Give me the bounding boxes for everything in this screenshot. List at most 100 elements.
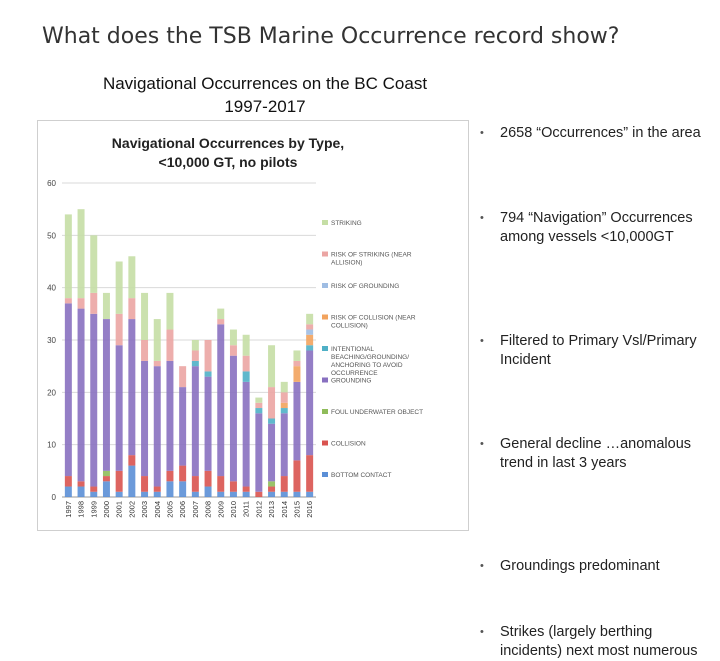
bar-segment	[306, 350, 314, 456]
bar-segment	[153, 319, 161, 361]
bullet-item: • 2658 “Occurrences” in the area	[480, 124, 716, 143]
bar-segment	[229, 491, 237, 497]
bar-segment	[90, 235, 98, 293]
bullet-dot-icon: •	[480, 438, 484, 450]
bar-segment	[306, 345, 314, 351]
bar-segment	[229, 345, 237, 356]
bar-segment	[242, 486, 250, 492]
bar-segment	[102, 292, 110, 320]
bar-segment	[255, 413, 263, 492]
legend-swatch	[322, 440, 328, 446]
bar-segment	[166, 360, 174, 471]
bullet-dot-icon: •	[480, 335, 484, 347]
bar-segment	[217, 491, 225, 497]
stacked-bar-chart: Navigational Occurrences by Type, <10,00…	[47, 135, 423, 518]
bullet-dot-icon: •	[480, 626, 484, 638]
bar-segment	[115, 313, 123, 346]
y-tick-label: 20	[47, 388, 56, 397]
legend-swatch	[322, 314, 328, 320]
bar-segment	[90, 491, 98, 497]
bar-segment	[280, 402, 288, 409]
bar-segment	[255, 402, 263, 409]
legend-label: RISK OF STRIKING (NEAR ALLISION)	[331, 252, 412, 267]
bar-segment	[191, 340, 199, 351]
chart-caption-line1: Navigational Occurrences on the BC Coast	[102, 74, 428, 93]
y-tick-label: 50	[47, 231, 56, 240]
bar-segment	[268, 345, 276, 388]
x-tick-label: 2004	[153, 501, 162, 518]
y-axis-ticks: 0 10 20 30 40 50 60	[47, 179, 56, 502]
bar-segment	[64, 303, 72, 477]
bar-segment	[64, 214, 72, 299]
slide-title: What does the TSB Marine Occurrence reco…	[42, 24, 620, 49]
bar-segment	[77, 209, 85, 299]
bar-segment	[128, 298, 136, 320]
bar-segment	[280, 392, 288, 403]
legend-label: GROUNDING	[331, 378, 371, 385]
legend-label: STRIKING	[331, 220, 362, 227]
bar-segment	[255, 397, 263, 403]
bullet-item: • General decline …anomalous trend in las…	[480, 435, 716, 473]
chart-container: Navigational Occurrences by Type, <10,00…	[37, 120, 469, 531]
bar-segment	[77, 308, 85, 482]
bar-segment	[242, 355, 250, 372]
bullet-dot-icon: •	[480, 212, 484, 224]
bar-segment	[141, 340, 149, 361]
bar-segment	[166, 481, 174, 497]
x-tick-label: 2009	[216, 501, 225, 518]
bar-segment	[204, 486, 212, 497]
bar-segment	[280, 381, 288, 393]
bar-segment	[179, 481, 187, 497]
bar-segment	[268, 486, 276, 492]
bar-segment	[77, 486, 85, 497]
bar-segment	[204, 470, 212, 487]
bar-segment	[115, 470, 123, 492]
x-tick-label: 2005	[165, 501, 174, 518]
bar-segment	[255, 408, 263, 414]
bar-segment	[217, 476, 225, 492]
bullet-item: • Strikes (largely berthing incidents) ne…	[480, 623, 716, 661]
legend-label: BOTTOM CONTACT	[331, 472, 391, 479]
bar-segment	[280, 491, 288, 497]
bar-segment	[90, 313, 98, 487]
bar-segment	[115, 261, 123, 314]
bar-segment	[141, 360, 149, 477]
bar-segment	[293, 381, 301, 461]
y-tick-label: 10	[47, 441, 56, 450]
x-tick-label: 2015	[292, 501, 301, 518]
bar-segment	[90, 292, 98, 314]
x-tick-label: 1999	[89, 501, 98, 518]
bar-segment	[77, 298, 85, 309]
x-tick-label: 2008	[204, 501, 213, 518]
bar-segment	[306, 455, 314, 492]
bar-segment	[191, 491, 199, 497]
legend-label: RISK OF COLLISION (NEAR COLLISION)	[331, 315, 416, 330]
bullet-text: 2658 “Occurrences” in the area	[500, 125, 701, 141]
legend-swatch	[322, 346, 328, 351]
bar-segment	[128, 256, 136, 299]
bar-segment	[77, 481, 85, 487]
bar-segment	[217, 308, 225, 320]
chart-title-line2: <10,000 GT, no pilots	[159, 154, 298, 170]
bar-segment	[64, 486, 72, 497]
y-tick-label: 40	[47, 284, 56, 293]
bar-segment	[306, 491, 314, 497]
x-tick-label: 2003	[140, 501, 149, 518]
bar-segment	[64, 476, 72, 487]
x-tick-label: 2016	[305, 501, 314, 518]
bar-segment	[293, 360, 301, 367]
legend-label: INTENTIONAL BEACHING/GROUNDING/ANCHORING …	[331, 346, 409, 377]
y-tick-label: 0	[52, 493, 57, 502]
bar-segment	[204, 376, 212, 471]
bars	[64, 209, 314, 497]
bar-segment	[166, 470, 174, 482]
bar-segment	[293, 350, 301, 361]
bar-segment	[204, 371, 212, 377]
legend-label: FOUL UNDERWATER OBJECT	[331, 409, 423, 416]
bar-segment	[268, 423, 276, 482]
x-axis-ticks: 1997 1998 1999 2000 2001 2002 2003 2004 2005 2006…	[64, 501, 314, 518]
bar-segment	[102, 470, 110, 477]
x-tick-label: 1997	[64, 501, 73, 518]
y-tick-label: 30	[47, 336, 56, 345]
bar-segment	[115, 345, 123, 471]
